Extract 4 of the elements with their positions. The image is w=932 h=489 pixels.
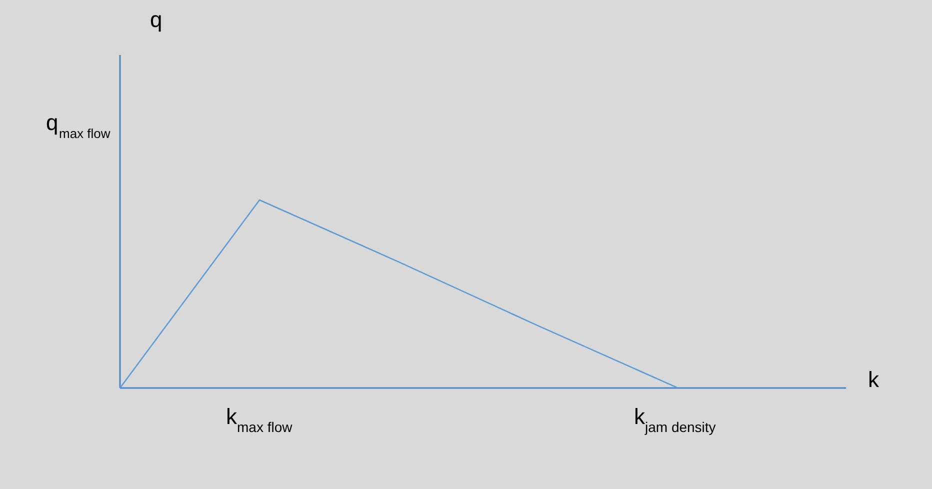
text: q [150,7,162,32]
text: max flow [59,126,110,141]
x-axis-title: k [868,367,880,392]
y-axis-title: q [46,110,58,135]
